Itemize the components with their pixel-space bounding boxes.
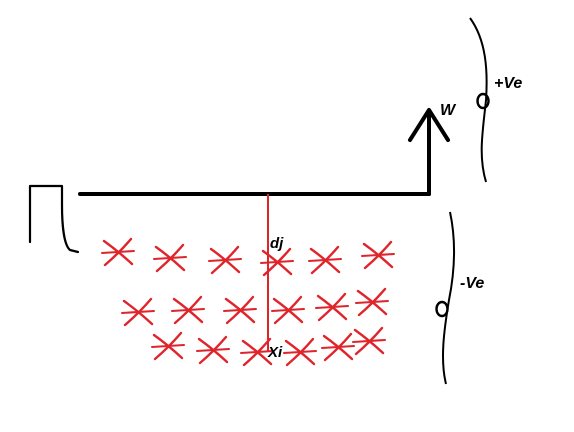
w-label: W [440,102,457,119]
cross-mark [260,247,294,277]
negative-circle-icon [435,300,449,318]
cross-mark [223,295,257,325]
cross-mark [283,337,317,367]
support-symbol [28,184,80,254]
plus-ve-label: +Ve [494,75,522,92]
positive-curve [469,17,488,183]
cross-mark [355,287,389,317]
cross-mark [315,292,349,322]
minus-ve-label: -Ve [460,275,484,292]
cross-mark [352,326,386,356]
cross-mark [151,331,185,361]
dj-label: dj [270,235,284,252]
negative-curve [442,211,455,385]
xi-label: Xi [267,344,283,361]
positive-circle-icon [476,92,490,110]
cross-mark [196,335,230,365]
cross-mark [153,243,187,273]
cross-mark [101,237,135,267]
cross-mark [271,295,305,325]
cross-mark [361,240,395,270]
cross-mark [308,245,342,275]
cross-field [101,237,395,367]
cross-mark [321,332,355,362]
upward-arrow-icon [408,108,450,142]
cross-mark [208,245,242,275]
cross-mark [171,295,205,325]
cross-mark [121,297,155,327]
